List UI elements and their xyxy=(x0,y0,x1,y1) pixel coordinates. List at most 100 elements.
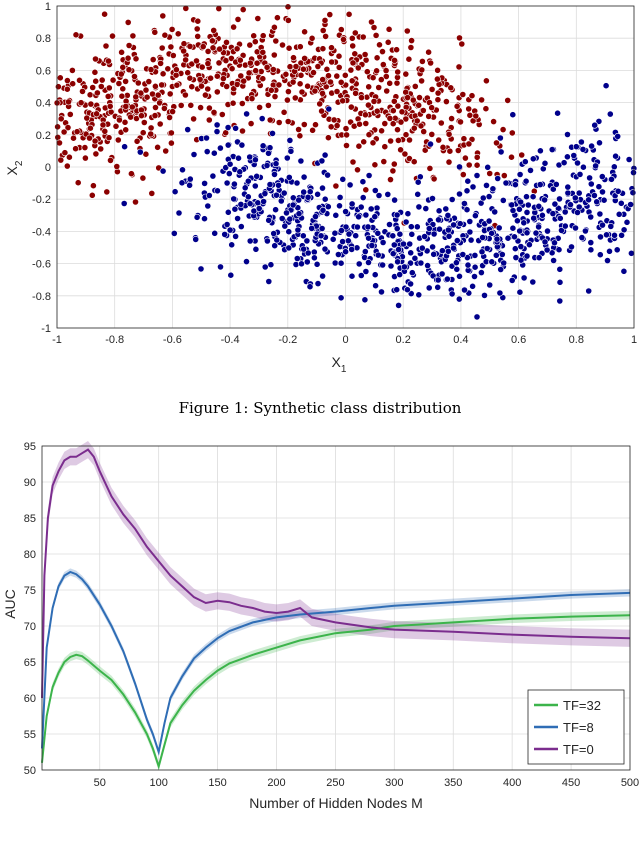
scatter-point-class-blue xyxy=(444,211,452,219)
scatter-point-class-blue xyxy=(285,228,293,236)
scatter-point-class-red xyxy=(349,158,357,166)
scatter-point-class-red xyxy=(456,34,463,42)
scatter-point-class-blue xyxy=(234,215,241,222)
scatter-point-class-blue xyxy=(413,223,421,231)
scatter-point-class-red xyxy=(382,67,390,74)
scatter-point-class-red xyxy=(266,116,274,124)
scatter-point-class-blue xyxy=(578,234,586,241)
scatter-point-class-red xyxy=(282,70,290,78)
scatter-point-class-blue xyxy=(586,174,593,182)
scatter-point-class-red xyxy=(286,63,294,71)
scatter-point-class-red xyxy=(409,96,417,104)
line-y-tick-label: 75 xyxy=(24,585,36,597)
scatter-point-class-blue xyxy=(293,179,301,187)
scatter-point-class-red xyxy=(359,33,367,41)
scatter-point-class-blue xyxy=(497,266,505,273)
scatter-point-class-red xyxy=(259,75,267,83)
scatter-point-class-blue xyxy=(491,208,499,216)
scatter-point-class-blue xyxy=(337,259,345,267)
scatter-point-class-red xyxy=(132,93,140,101)
scatter-point-class-red xyxy=(370,24,378,31)
scatter-point-class-red xyxy=(82,154,89,162)
scatter-point-class-red xyxy=(478,96,485,104)
scatter-y-label: X2 xyxy=(4,160,25,175)
scatter-point-class-red xyxy=(420,128,428,135)
scatter-point-class-blue xyxy=(523,229,531,237)
line-y-tick-label: 90 xyxy=(24,477,36,489)
scatter-point-class-blue xyxy=(529,193,537,201)
scatter-point-class-blue xyxy=(483,245,491,252)
scatter-point-class-blue xyxy=(271,170,278,178)
scatter-point-class-red xyxy=(426,164,434,172)
scatter-y-tick-label: -0.6 xyxy=(32,259,51,271)
scatter-point-class-blue xyxy=(186,175,194,183)
scatter-point-class-blue xyxy=(365,259,372,266)
scatter-point-class-red xyxy=(361,51,369,58)
line-x-tick-label: 50 xyxy=(94,777,106,789)
scatter-point-class-red xyxy=(301,28,308,36)
scatter-x-tick-label: -0.2 xyxy=(278,334,297,346)
scatter-point-class-blue xyxy=(321,245,329,253)
scatter-point-class-blue xyxy=(620,226,628,234)
scatter-point-class-blue xyxy=(461,286,468,294)
scatter-point-class-red xyxy=(151,82,159,90)
scatter-point-class-blue xyxy=(588,142,595,150)
scatter-point-class-red xyxy=(486,170,494,177)
scatter-point-class-blue xyxy=(394,258,401,266)
scatter-point-class-blue xyxy=(209,172,217,180)
scatter-point-class-red xyxy=(373,107,381,115)
scatter-point-class-blue xyxy=(536,181,544,188)
figure-1-caption: Figure 1: Synthetic class distribution xyxy=(179,399,462,417)
scatter-point-class-red xyxy=(147,130,155,138)
scatter-point-class-blue xyxy=(520,274,528,282)
scatter-point-class-blue xyxy=(193,213,201,221)
scatter-point-class-blue xyxy=(574,159,581,167)
scatter-point-class-blue xyxy=(580,163,587,171)
scatter-point-class-blue xyxy=(175,209,183,217)
line-x-label: Number of Hidden Nodes M xyxy=(249,795,423,811)
scatter-point-class-blue xyxy=(456,272,463,280)
scatter-point-class-blue xyxy=(572,224,579,232)
scatter-point-class-red xyxy=(407,44,415,51)
scatter-point-class-red xyxy=(337,78,345,86)
scatter-point-class-red xyxy=(124,18,132,26)
scatter-point-class-red xyxy=(54,123,61,131)
scatter-point-class-blue xyxy=(283,154,291,162)
scatter-point-class-red xyxy=(435,136,443,144)
scatter-point-class-red xyxy=(92,150,100,158)
scatter-point-class-red xyxy=(490,118,497,125)
scatter-point-class-blue xyxy=(236,168,244,176)
scatter-point-class-blue xyxy=(400,263,408,271)
scatter-point-class-red xyxy=(332,182,340,190)
scatter-point-class-red xyxy=(273,14,281,22)
scatter-point-class-blue xyxy=(571,194,579,202)
scatter-point-class-blue xyxy=(246,200,254,208)
line-frame xyxy=(41,445,631,771)
scatter-point-class-blue xyxy=(355,260,363,268)
scatter-point-class-red xyxy=(376,41,383,49)
scatter-point-class-red xyxy=(190,115,197,123)
scatter-point-class-blue xyxy=(523,193,530,201)
scatter-point-class-red xyxy=(137,106,145,114)
scatter-point-class-blue xyxy=(430,230,438,238)
scatter-point-class-blue xyxy=(596,251,604,259)
legend-label: TF=32 xyxy=(563,698,601,713)
scatter-point-class-blue xyxy=(406,240,414,248)
scatter-point-class-blue xyxy=(261,263,269,271)
scatter-point-class-blue xyxy=(576,170,584,178)
scatter-point-class-blue xyxy=(502,179,510,187)
scatter-point-class-red xyxy=(87,124,94,132)
scatter-point-class-blue xyxy=(556,265,564,273)
scatter-point-class-blue xyxy=(205,192,213,199)
scatter-point-class-red xyxy=(87,100,95,108)
scatter-y-ticks: -1 -0.8 -0.6 -0.4 -0.2 0 0.2 0.4 0.6 0.8 1 xyxy=(32,1,51,335)
scatter-point-class-red xyxy=(194,17,202,25)
scatter-point-class-red xyxy=(275,119,283,126)
scatter-point-class-red xyxy=(127,113,135,121)
scatter-point-class-blue xyxy=(393,211,401,219)
scatter-point-class-red xyxy=(457,118,464,126)
scatter-point-class-blue xyxy=(537,147,544,155)
scatter-point-class-red xyxy=(386,115,394,122)
scatter-point-class-blue xyxy=(466,218,474,225)
scatter-point-class-blue xyxy=(422,205,430,212)
